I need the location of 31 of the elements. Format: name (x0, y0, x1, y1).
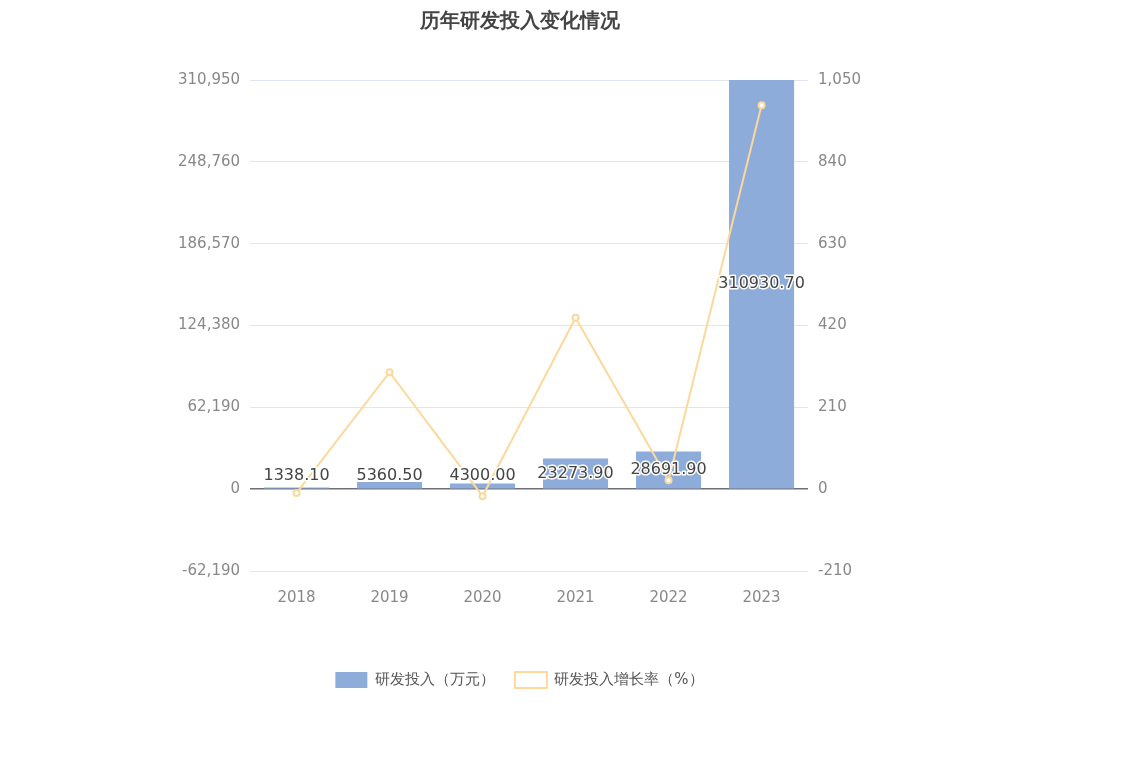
y-tick-label: -62,190 (182, 560, 241, 579)
y2-tick-label: 420 (818, 315, 847, 334)
data-label: 5360.50 (356, 464, 423, 484)
legend-label: 研发投入（万元） (374, 669, 495, 688)
point (385, 368, 394, 377)
point (757, 101, 766, 110)
point (571, 313, 580, 322)
point (478, 492, 487, 501)
y-tick-label: 310,950 (178, 69, 241, 88)
bar (356, 482, 423, 489)
x-tick-label: 2019 (370, 587, 409, 606)
y-tick-label: 186,570 (178, 233, 241, 252)
legend-label: 研发投入增长率（%） (554, 669, 704, 688)
y-tick-label: 62,190 (187, 397, 241, 416)
chart-title: 历年研发投入变化情况 (418, 8, 621, 33)
point (664, 476, 673, 485)
x-tick-label: 2018 (277, 587, 316, 606)
y2-tick-label: 1,050 (818, 69, 862, 88)
y-tick-label: 124,380 (178, 315, 241, 334)
y2-tick-label: 630 (818, 233, 847, 252)
x-tick-label: 2023 (742, 587, 781, 606)
x-tick-label: 2022 (649, 587, 688, 606)
y2-tick-label: -210 (818, 560, 853, 579)
y2-tick-label: 0 (818, 479, 828, 498)
x-tick-label: 2021 (556, 587, 595, 606)
x-tick-label: 2020 (463, 587, 502, 606)
y-tick-label: 0 (230, 479, 241, 498)
point (292, 489, 301, 498)
y2-tick-label: 840 (818, 151, 847, 170)
y-tick-label: 248,760 (178, 151, 241, 170)
y2-tick-label: 210 (818, 397, 847, 416)
